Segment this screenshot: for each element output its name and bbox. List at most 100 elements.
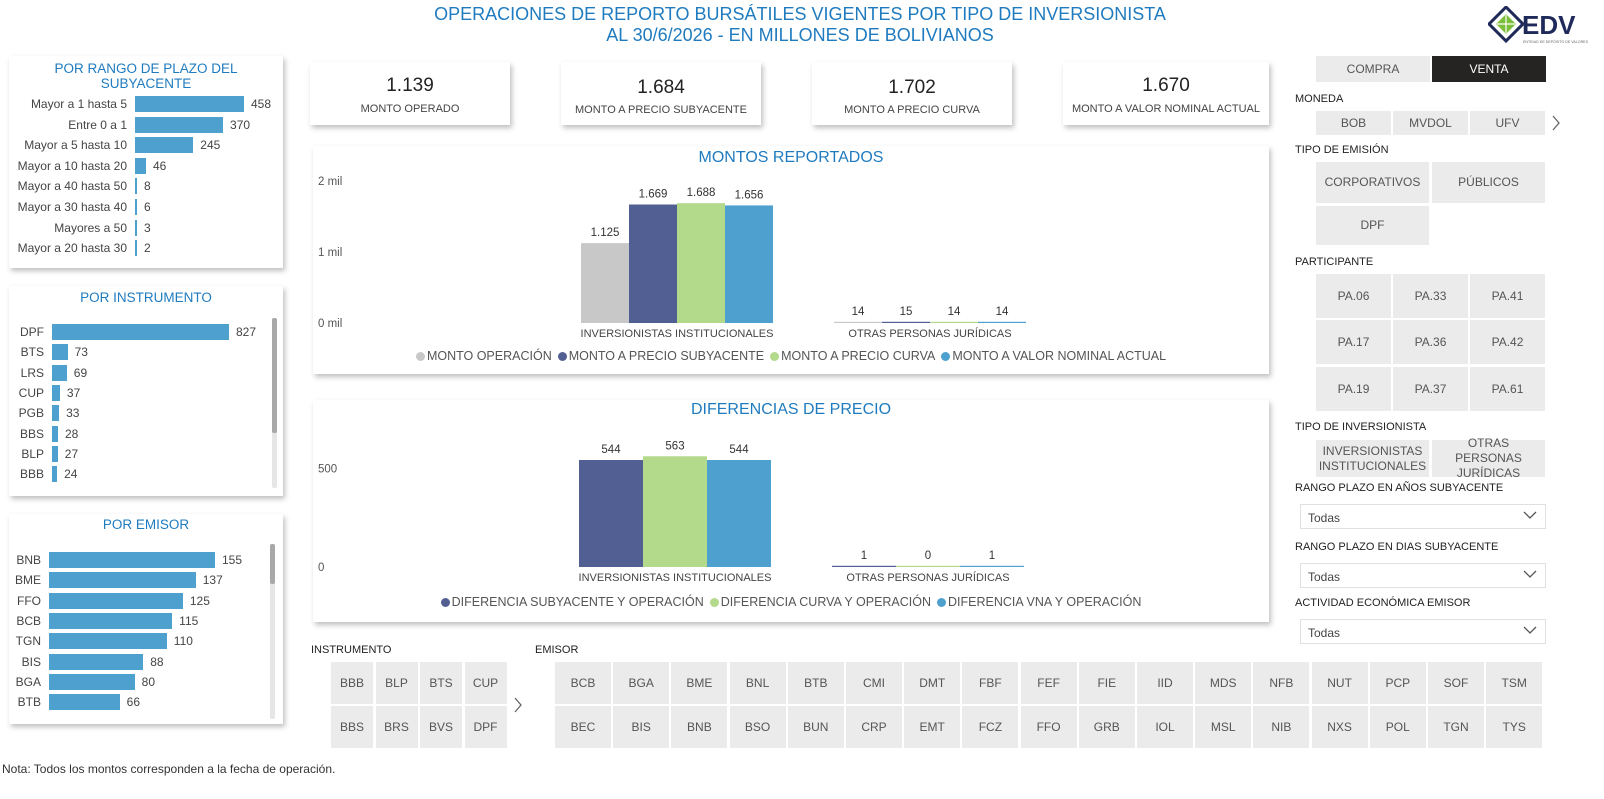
- instrumento-tile[interactable]: BBS: [331, 706, 373, 748]
- bar-row[interactable]: TGN 110: [9, 633, 283, 650]
- instrumento-tile[interactable]: BVS: [420, 706, 462, 748]
- moneda-bob[interactable]: BOB: [1316, 111, 1391, 135]
- bar: [49, 633, 167, 650]
- participante-option[interactable]: PA.33: [1393, 274, 1468, 318]
- bar-row[interactable]: BTB 66: [9, 694, 283, 711]
- emisor-tile[interactable]: CMI: [846, 662, 902, 704]
- emisor-tile[interactable]: BNL: [729, 662, 786, 704]
- instrumento-tile[interactable]: BLP: [375, 662, 418, 704]
- emisor-tile[interactable]: FBF: [962, 662, 1019, 704]
- emisor-tile[interactable]: BME: [671, 662, 728, 704]
- tipo-emision-corporativos[interactable]: CORPORATIVOS: [1316, 162, 1429, 203]
- emisor-scrollbar[interactable]: [270, 544, 275, 719]
- emisor-tile[interactable]: SOF: [1428, 662, 1484, 704]
- participante-option[interactable]: PA.19: [1316, 367, 1391, 411]
- emisor-tile[interactable]: PCP: [1369, 662, 1426, 704]
- emisor-tile[interactable]: FIE: [1078, 662, 1135, 704]
- bar-row[interactable]: BIS 88: [9, 653, 283, 670]
- emisor-tile[interactable]: NUT: [1311, 662, 1368, 704]
- participante-option[interactable]: PA.17: [1316, 320, 1391, 364]
- emisor-tile[interactable]: TGN: [1428, 706, 1484, 748]
- emisor-tile[interactable]: NIB: [1253, 706, 1310, 748]
- emisor-tile[interactable]: FEF: [1020, 662, 1077, 704]
- instrumento-tile[interactable]: BTS: [420, 662, 462, 704]
- moneda-ufv[interactable]: UFV: [1470, 111, 1545, 135]
- emisor-tile[interactable]: DMT: [904, 662, 961, 704]
- emisor-tile[interactable]: MSL: [1195, 706, 1252, 748]
- tipo-inversionista-otras[interactable]: OTRAS PERSONAS JURÍDICAS: [1432, 436, 1545, 480]
- bar-label: BME: [14, 573, 41, 588]
- tipo-emision-dpf[interactable]: DPF: [1316, 206, 1429, 245]
- bar-row[interactable]: BLP 27: [9, 445, 283, 462]
- tipo-emision-publicos[interactable]: PÚBLICOS: [1432, 162, 1545, 203]
- bar-row[interactable]: Mayor a 30 hasta 40 6: [9, 199, 283, 215]
- bar-row[interactable]: LRS 69: [9, 364, 283, 381]
- participante-option[interactable]: PA.06: [1316, 274, 1391, 318]
- bar-row[interactable]: Entre 0 a 1 370: [9, 116, 283, 133]
- emisor-tile[interactable]: FFO: [1020, 706, 1077, 748]
- bar-row[interactable]: FFO 125: [9, 592, 283, 609]
- participante-option[interactable]: PA.36: [1393, 320, 1468, 364]
- bar-row[interactable]: BNB 155: [9, 552, 283, 568]
- emisor-tile[interactable]: BSO: [729, 706, 786, 748]
- emisor-tile[interactable]: BTB: [787, 662, 844, 704]
- actividad-dropdown[interactable]: Todas: [1300, 619, 1546, 644]
- participante-option[interactable]: PA.41: [1470, 274, 1545, 318]
- bar-label: PGB: [18, 406, 44, 421]
- emisor-tile[interactable]: BNB: [671, 706, 728, 748]
- instrumento-scrollbar[interactable]: [272, 318, 277, 488]
- bar-row[interactable]: BBS 28: [9, 425, 283, 442]
- moneda-next-chevron-icon[interactable]: [1550, 114, 1562, 132]
- bar-row[interactable]: Mayor a 10 hasta 20 46: [9, 157, 283, 174]
- emisor-tile[interactable]: POL: [1369, 706, 1426, 748]
- emisor-tile[interactable]: NXS: [1311, 706, 1368, 748]
- bar-row[interactable]: PGB 33: [9, 405, 283, 422]
- emisor-tile[interactable]: TYS: [1486, 706, 1543, 748]
- venta-toggle[interactable]: VENTA: [1432, 56, 1546, 82]
- emisor-tile[interactable]: GRB: [1078, 706, 1135, 748]
- participante-option[interactable]: PA.61: [1470, 367, 1545, 411]
- emisor-tile[interactable]: BCB: [555, 662, 611, 704]
- bar-row[interactable]: Mayor a 40 hasta 50 8: [9, 178, 283, 195]
- bar-label: TGN: [15, 634, 41, 649]
- kpi-card-valor-nominal: 1.670 MONTO A VALOR NOMINAL ACTUAL: [1063, 62, 1269, 125]
- bar-row[interactable]: BGA 80: [9, 673, 283, 690]
- bar-row[interactable]: BME 137: [9, 572, 283, 589]
- bar: [135, 116, 224, 133]
- instrumento-tile[interactable]: CUP: [464, 662, 507, 704]
- emisor-tile[interactable]: IID: [1137, 662, 1193, 704]
- participante-option[interactable]: PA.37: [1393, 367, 1468, 411]
- moneda-mvdol[interactable]: MVDOL: [1393, 111, 1468, 135]
- bar-value: 110: [173, 634, 193, 649]
- rango-dias-dropdown[interactable]: Todas: [1300, 563, 1546, 588]
- bar-row[interactable]: CUP 37: [9, 384, 283, 401]
- emisor-tile[interactable]: FCZ: [962, 706, 1019, 748]
- bar-row[interactable]: BCB 115: [9, 612, 283, 629]
- emisor-tile[interactable]: IOL: [1137, 706, 1193, 748]
- emisor-tile[interactable]: BUN: [787, 706, 844, 748]
- instrumento-tile[interactable]: BBB: [331, 662, 373, 704]
- instrumento-next-chevron-icon[interactable]: [512, 696, 524, 714]
- instrumento-tile[interactable]: DPF: [464, 706, 507, 748]
- emisor-tile[interactable]: MDS: [1195, 662, 1252, 704]
- bar-row[interactable]: Mayor a 20 hasta 30 2: [9, 240, 283, 257]
- emisor-tile[interactable]: NFB: [1253, 662, 1310, 704]
- emisor-tile[interactable]: BIS: [613, 706, 670, 748]
- emisor-tile[interactable]: TSM: [1486, 662, 1543, 704]
- bar-row[interactable]: BTS 73: [9, 344, 283, 361]
- participante-option[interactable]: PA.42: [1470, 320, 1545, 364]
- instrumento-tile[interactable]: BRS: [375, 706, 418, 748]
- bar-row[interactable]: Mayores a 50 3: [9, 219, 283, 236]
- bar-row[interactable]: Mayor a 1 hasta 5 458: [9, 96, 283, 112]
- emisor-tile[interactable]: CRP: [846, 706, 902, 748]
- emisor-tile[interactable]: EMT: [904, 706, 961, 748]
- tipo-inversionista-institucionales[interactable]: INVERSIONISTAS INSTITUCIONALES: [1316, 440, 1429, 477]
- compra-toggle[interactable]: COMPRA: [1316, 56, 1430, 82]
- bar-row[interactable]: DPF 827: [9, 324, 283, 340]
- emisor-tile[interactable]: BEC: [555, 706, 611, 748]
- montos-reportados-svg: 0 mil 1 mil 2 mil 1.125 1.669 1.688 1.656 INVER…: [318, 176, 1026, 340]
- emisor-tile[interactable]: BGA: [613, 662, 670, 704]
- bar-row[interactable]: BBB 24: [9, 466, 283, 483]
- rango-anos-dropdown[interactable]: Todas: [1300, 504, 1546, 529]
- bar-row[interactable]: Mayor a 5 hasta 10 245: [9, 137, 283, 154]
